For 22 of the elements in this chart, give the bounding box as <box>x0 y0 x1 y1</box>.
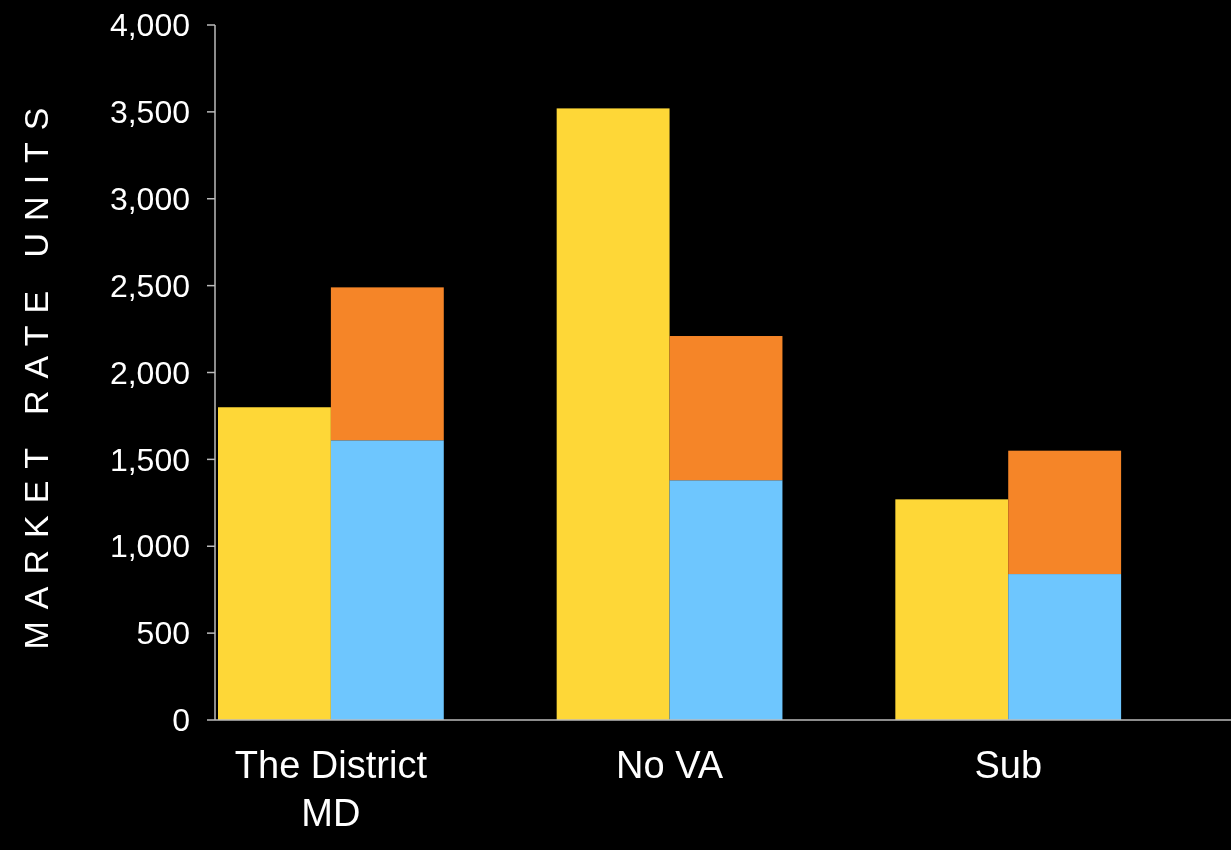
bar <box>218 407 331 720</box>
y-tick-label: 1,000 <box>109 528 190 565</box>
y-tick-label: 1,500 <box>109 441 190 478</box>
bar <box>1008 574 1122 720</box>
x-tick-label: No VA <box>616 744 724 786</box>
y-tick-label: 3,000 <box>109 180 190 217</box>
bar <box>330 440 444 720</box>
bar <box>895 499 1009 720</box>
y-tick-label: 2,500 <box>109 267 190 304</box>
y-tick-label: 2,000 <box>109 354 190 391</box>
bar <box>669 480 783 720</box>
x-tick-label: Sub <box>974 744 1043 786</box>
bar <box>1008 450 1122 575</box>
bar <box>556 108 670 720</box>
y-tick-label: 4,000 <box>109 7 190 44</box>
y-axis-title: MARKET RATE UNITS <box>17 95 55 650</box>
y-tick-label: 3,500 <box>109 94 190 131</box>
y-tick-label: 0 <box>172 702 190 739</box>
bar <box>669 336 783 481</box>
y-tick-label: 500 <box>136 615 190 652</box>
bar <box>330 287 444 441</box>
x-tick-label: The District MD <box>234 744 428 834</box>
